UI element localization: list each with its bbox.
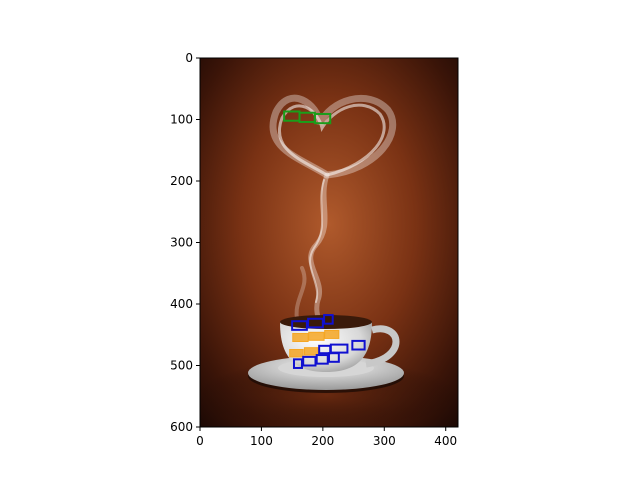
x-axis: 0 100 200 300 400 bbox=[196, 427, 457, 448]
blue-box bbox=[328, 352, 340, 363]
orange-box bbox=[308, 331, 325, 341]
blue-box bbox=[292, 358, 303, 369]
y-tick-label: 100 bbox=[170, 113, 193, 127]
bounding-boxes bbox=[283, 110, 366, 369]
x-tick-label: 0 bbox=[196, 434, 204, 448]
blue-box bbox=[323, 314, 334, 325]
y-axis: 0 100 200 300 400 500 600 bbox=[170, 51, 200, 434]
blue-box bbox=[291, 320, 308, 331]
orange-box bbox=[292, 333, 309, 343]
y-tick-label: 500 bbox=[170, 359, 193, 373]
y-tick-label: 200 bbox=[170, 174, 193, 188]
x-tick-label: 400 bbox=[434, 434, 457, 448]
x-tick-label: 100 bbox=[250, 434, 273, 448]
y-tick-label: 400 bbox=[170, 297, 193, 311]
blue-box bbox=[315, 354, 329, 365]
orange-box bbox=[289, 349, 304, 358]
blue-box bbox=[351, 339, 366, 351]
y-tick-label: 0 bbox=[185, 51, 193, 65]
green-box bbox=[313, 112, 332, 125]
x-tick-label: 200 bbox=[311, 434, 334, 448]
blue-box bbox=[307, 317, 324, 329]
blue-box bbox=[302, 355, 317, 367]
cup-handle bbox=[365, 325, 400, 368]
x-tick-label: 300 bbox=[373, 434, 396, 448]
y-tick-label: 600 bbox=[170, 420, 193, 434]
orange-box bbox=[303, 347, 319, 356]
orange-box bbox=[324, 329, 340, 339]
y-tick-label: 300 bbox=[170, 236, 193, 250]
